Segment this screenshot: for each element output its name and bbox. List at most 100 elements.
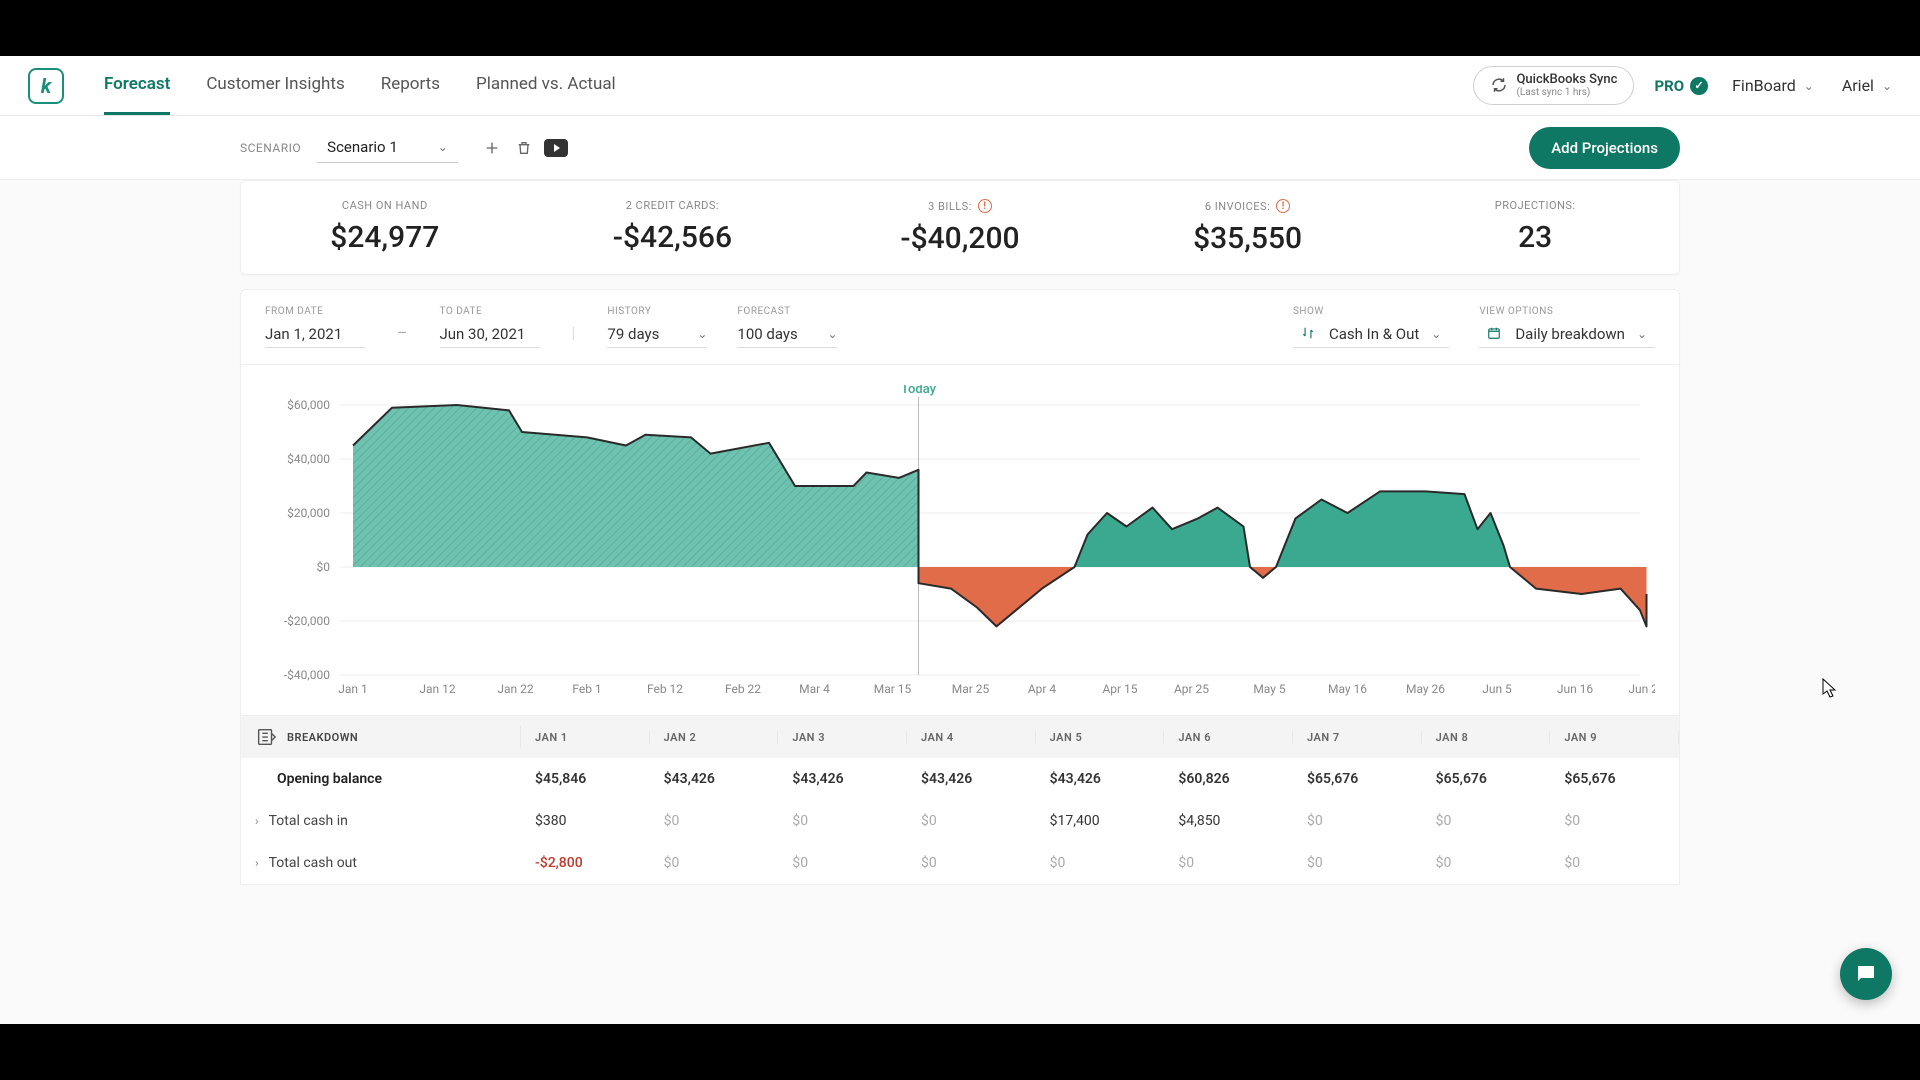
kpi-label: 3 BILLS: bbox=[928, 200, 972, 213]
filters-card: FROM DATE Jan 1, 2021 – TO DATE Jun 30, … bbox=[240, 289, 1680, 365]
svg-text:-$40,000: -$40,000 bbox=[284, 668, 330, 682]
table-cell: $0 bbox=[1550, 813, 1679, 829]
nav-tab-planned-vs-actual[interactable]: Planned vs. Actual bbox=[476, 56, 616, 115]
table-cell: $0 bbox=[778, 855, 907, 871]
table-cell: $65,676 bbox=[1293, 771, 1422, 787]
workspace-name: FinBoard bbox=[1732, 76, 1796, 95]
chevron-down-icon: ⌄ bbox=[438, 140, 448, 154]
kpi-item[interactable]: 6 INVOICES:!$35,550 bbox=[1104, 199, 1392, 256]
kpi-item[interactable]: 2 CREDIT CARDS:-$42,566 bbox=[529, 199, 817, 256]
svg-text:Jan 12: Jan 12 bbox=[419, 682, 455, 696]
video-tutorial-button[interactable] bbox=[540, 132, 572, 164]
history-label: HISTORY bbox=[607, 306, 707, 317]
table-cell: $0 bbox=[778, 813, 907, 829]
qb-sync-title: QuickBooks Sync bbox=[1516, 73, 1617, 87]
svg-text:$0: $0 bbox=[317, 560, 331, 574]
calendar-icon bbox=[1487, 326, 1503, 342]
kpi-label: PROJECTIONS: bbox=[1495, 199, 1576, 212]
svg-text:May 5: May 5 bbox=[1253, 682, 1286, 696]
show-select[interactable]: Cash In & Out ⌄ bbox=[1293, 321, 1449, 348]
chevron-down-icon: ⌄ bbox=[1431, 327, 1441, 341]
history-select[interactable]: 79 days⌄ bbox=[607, 321, 707, 348]
forecast-select[interactable]: 100 days⌄ bbox=[737, 321, 837, 348]
breakdown-header: BREAKDOWN bbox=[241, 726, 521, 748]
table-cell: $65,676 bbox=[1550, 771, 1679, 787]
quickbooks-sync-button[interactable]: QuickBooks Sync (Last sync 1 hrs) bbox=[1473, 66, 1634, 105]
svg-text:-$20,000: -$20,000 bbox=[284, 614, 330, 628]
cash-flow-chart[interactable]: -$40,000-$20,000$0$20,000$40,000$60,000T… bbox=[265, 385, 1655, 705]
svg-text:Mar 4: Mar 4 bbox=[799, 682, 830, 696]
table-cell: $0 bbox=[1422, 813, 1551, 829]
qb-sync-sub: (Last sync 1 hrs) bbox=[1516, 87, 1617, 98]
nav-tabs: Forecast Customer Insights Reports Planned … bbox=[104, 56, 616, 115]
table-cell: $43,426 bbox=[778, 771, 907, 787]
add-projections-button[interactable]: Add Projections bbox=[1529, 127, 1680, 169]
kpi-label: 2 CREDIT CARDS: bbox=[626, 199, 719, 212]
view-options-select[interactable]: Daily breakdown ⌄ bbox=[1479, 321, 1655, 348]
plan-badge-text: PRO bbox=[1654, 77, 1684, 95]
svg-text:Apr 15: Apr 15 bbox=[1102, 682, 1137, 696]
alert-icon: ! bbox=[978, 199, 992, 213]
expand-icon[interactable]: › bbox=[255, 814, 259, 828]
chevron-down-icon: ⌄ bbox=[827, 327, 837, 341]
kpi-item[interactable]: 3 BILLS:!-$40,200 bbox=[816, 199, 1104, 256]
table-cell: $0 bbox=[650, 855, 779, 871]
svg-text:Jan 22: Jan 22 bbox=[497, 682, 533, 696]
table-header-cell: JAN 1 bbox=[521, 731, 650, 744]
table-cell: $0 bbox=[650, 813, 779, 829]
svg-text:Today: Today bbox=[901, 385, 937, 397]
user-name: Ariel bbox=[1842, 76, 1874, 95]
chat-button[interactable] bbox=[1840, 948, 1892, 1000]
scenario-bar: SCENARIO Scenario 1 ⌄ Add Projections bbox=[0, 116, 1920, 180]
svg-text:Apr 4: Apr 4 bbox=[1028, 682, 1057, 696]
nav-tab-reports[interactable]: Reports bbox=[381, 56, 440, 115]
export-icon[interactable] bbox=[255, 726, 277, 748]
user-dropdown[interactable]: Ariel ⌄ bbox=[1842, 76, 1892, 95]
chevron-down-icon: ⌄ bbox=[697, 327, 707, 341]
table-cell: $43,426 bbox=[1036, 771, 1165, 787]
table-header-cell: JAN 7 bbox=[1293, 731, 1422, 744]
svg-text:$20,000: $20,000 bbox=[287, 506, 330, 520]
show-label: SHOW bbox=[1293, 306, 1449, 317]
nav-tab-customer-insights[interactable]: Customer Insights bbox=[206, 56, 344, 115]
svg-text:Jun 5: Jun 5 bbox=[1482, 682, 1512, 696]
scenario-label: SCENARIO bbox=[240, 141, 301, 155]
table-row: Opening balance$45,846$43,426$43,426$43,… bbox=[241, 758, 1679, 800]
nav-tab-forecast[interactable]: Forecast bbox=[104, 56, 170, 115]
table-cell: $43,426 bbox=[650, 771, 779, 787]
table-cell: $17,400 bbox=[1036, 813, 1165, 829]
svg-text:Feb 22: Feb 22 bbox=[725, 682, 761, 696]
table-row: ›Total cash in$380$0$0$0$17,400$4,850$0$… bbox=[241, 800, 1679, 842]
svg-text:$40,000: $40,000 bbox=[287, 452, 330, 466]
swap-icon bbox=[1301, 326, 1317, 342]
delete-scenario-button[interactable] bbox=[508, 132, 540, 164]
svg-text:Apr 25: Apr 25 bbox=[1174, 682, 1209, 696]
table-header-cell: JAN 9 bbox=[1550, 731, 1679, 744]
kpi-item[interactable]: PROJECTIONS:23 bbox=[1391, 199, 1679, 256]
table-header-cell: JAN 6 bbox=[1164, 731, 1293, 744]
add-scenario-button[interactable] bbox=[476, 132, 508, 164]
chevron-down-icon: ⌄ bbox=[1882, 79, 1892, 93]
table-cell: $0 bbox=[1293, 813, 1422, 829]
svg-text:Mar 25: Mar 25 bbox=[952, 682, 990, 696]
kpi-item[interactable]: CASH ON HAND$24,977 bbox=[241, 199, 529, 256]
table-cell: $4,850 bbox=[1164, 813, 1293, 829]
scenario-select[interactable]: Scenario 1 ⌄ bbox=[317, 132, 458, 163]
chevron-down-icon: ⌄ bbox=[1637, 327, 1647, 341]
plan-badge: PRO ✓ bbox=[1654, 77, 1708, 95]
table-cell: $0 bbox=[1164, 855, 1293, 871]
kpi-label: CASH ON HAND bbox=[342, 199, 428, 212]
table-header-cell: JAN 4 bbox=[907, 731, 1036, 744]
table-cell: $0 bbox=[1293, 855, 1422, 871]
svg-text:Jan 1: Jan 1 bbox=[338, 682, 368, 696]
row-label[interactable]: ›Total cash out bbox=[241, 855, 521, 871]
row-label[interactable]: ›Total cash in bbox=[241, 813, 521, 829]
expand-icon[interactable]: › bbox=[255, 856, 259, 870]
app-root: k Forecast Customer Insights Reports Planne… bbox=[0, 56, 1920, 1024]
table-cell: $0 bbox=[1422, 855, 1551, 871]
app-logo[interactable]: k bbox=[28, 68, 64, 104]
kpi-label: 6 INVOICES: bbox=[1205, 200, 1270, 213]
to-date-input[interactable]: Jun 30, 2021 bbox=[440, 321, 540, 348]
from-date-input[interactable]: Jan 1, 2021 bbox=[265, 321, 365, 348]
workspace-dropdown[interactable]: FinBoard ⌄ bbox=[1732, 76, 1814, 95]
